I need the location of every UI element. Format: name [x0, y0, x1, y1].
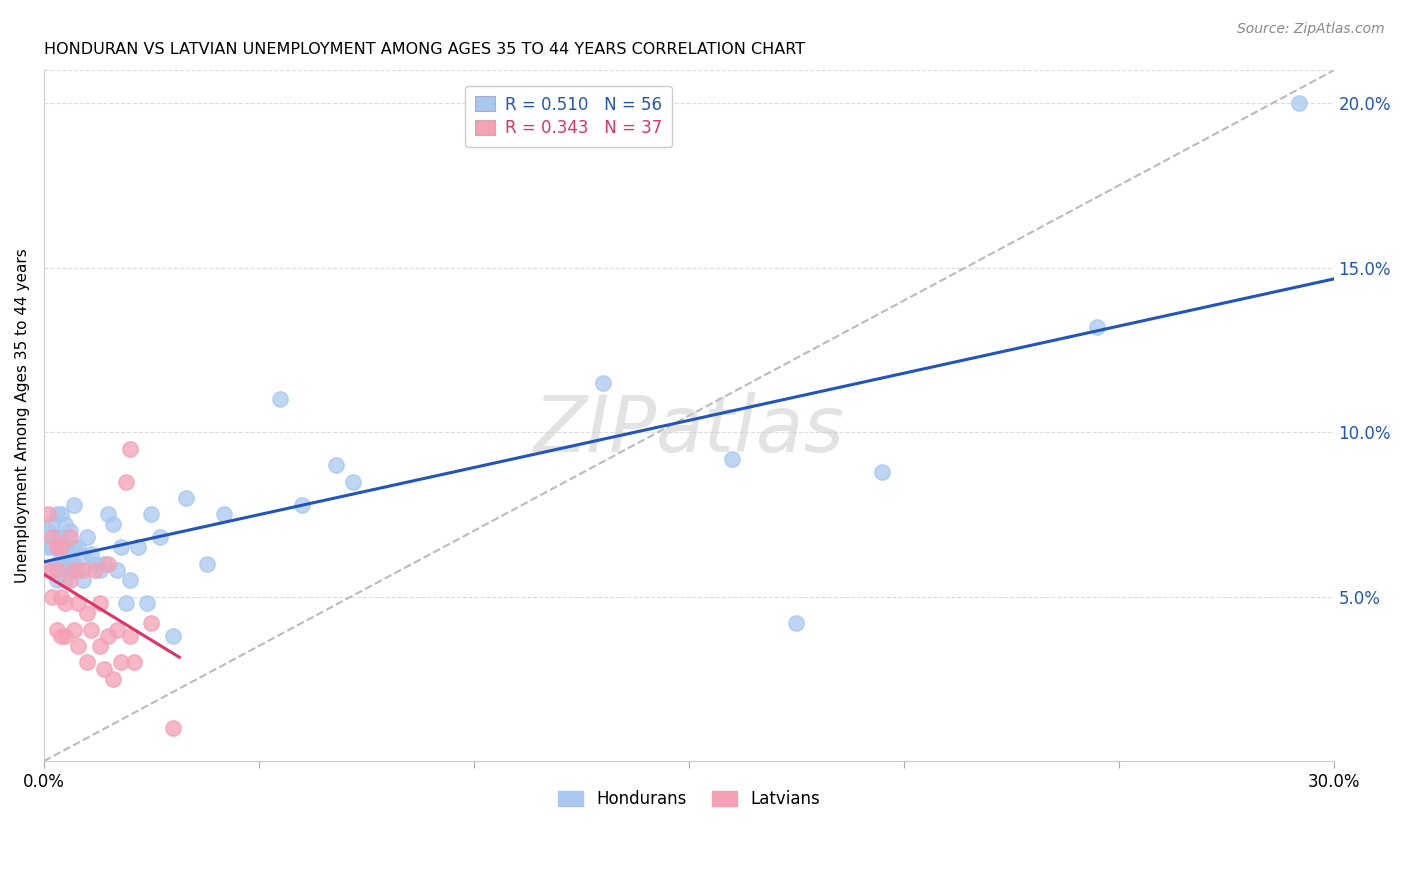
- Point: [63, 557, 86, 571]
- Point: [101, 517, 124, 532]
- Point: [97, 557, 120, 571]
- Point: [114, 475, 136, 489]
- Point: [105, 623, 128, 637]
- Y-axis label: Unemployment Among Ages 35 to 44 years: Unemployment Among Ages 35 to 44 years: [15, 248, 30, 583]
- Point: [55, 517, 77, 532]
- Text: Source: ZipAtlas.com: Source: ZipAtlas.com: [1237, 22, 1385, 37]
- Point: [37, 541, 59, 555]
- Point: [55, 596, 77, 610]
- Point: [97, 629, 120, 643]
- Point: [342, 475, 364, 489]
- Point: [214, 508, 236, 522]
- Point: [80, 547, 103, 561]
- Point: [63, 541, 86, 555]
- Point: [110, 656, 132, 670]
- Point: [55, 541, 77, 555]
- Point: [49, 590, 72, 604]
- Point: [105, 563, 128, 577]
- Point: [269, 392, 291, 407]
- Point: [89, 639, 111, 653]
- Point: [67, 596, 90, 610]
- Point: [59, 524, 82, 538]
- Point: [162, 721, 184, 735]
- Point: [45, 531, 67, 545]
- Point: [114, 596, 136, 610]
- Point: [49, 547, 72, 561]
- Point: [49, 629, 72, 643]
- Point: [101, 672, 124, 686]
- Point: [41, 590, 63, 604]
- Point: [49, 557, 72, 571]
- Point: [41, 541, 63, 555]
- Point: [55, 557, 77, 571]
- Point: [67, 563, 90, 577]
- Point: [84, 557, 107, 571]
- Point: [45, 623, 67, 637]
- Point: [325, 458, 347, 472]
- Point: [45, 573, 67, 587]
- Point: [41, 517, 63, 532]
- Point: [76, 606, 98, 620]
- Point: [80, 623, 103, 637]
- Point: [118, 629, 141, 643]
- Point: [110, 541, 132, 555]
- Point: [592, 376, 614, 390]
- Point: [37, 508, 59, 522]
- Point: [1288, 96, 1310, 111]
- Point: [195, 557, 218, 571]
- Point: [45, 541, 67, 555]
- Point: [870, 465, 893, 479]
- Point: [63, 498, 86, 512]
- Point: [89, 563, 111, 577]
- Point: [72, 563, 94, 577]
- Point: [1085, 320, 1108, 334]
- Point: [37, 524, 59, 538]
- Point: [122, 656, 145, 670]
- Point: [118, 573, 141, 587]
- Point: [55, 573, 77, 587]
- Point: [45, 563, 67, 577]
- Point: [49, 531, 72, 545]
- Point: [72, 573, 94, 587]
- Point: [59, 573, 82, 587]
- Point: [93, 557, 115, 571]
- Point: [141, 615, 163, 630]
- Point: [89, 596, 111, 610]
- Point: [720, 451, 742, 466]
- Point: [63, 563, 86, 577]
- Point: [141, 508, 163, 522]
- Point: [49, 508, 72, 522]
- Point: [63, 623, 86, 637]
- Text: HONDURAN VS LATVIAN UNEMPLOYMENT AMONG AGES 35 TO 44 YEARS CORRELATION CHART: HONDURAN VS LATVIAN UNEMPLOYMENT AMONG A…: [44, 42, 806, 57]
- Point: [162, 629, 184, 643]
- Point: [76, 656, 98, 670]
- Point: [149, 531, 172, 545]
- Point: [55, 629, 77, 643]
- Point: [49, 541, 72, 555]
- Point: [45, 508, 67, 522]
- Point: [41, 563, 63, 577]
- Point: [785, 615, 807, 630]
- Point: [84, 563, 107, 577]
- Point: [118, 442, 141, 456]
- Point: [93, 662, 115, 676]
- Point: [76, 531, 98, 545]
- Point: [59, 550, 82, 565]
- Point: [41, 531, 63, 545]
- Legend: Hondurans, Latvians: Hondurans, Latvians: [551, 783, 827, 815]
- Point: [37, 563, 59, 577]
- Point: [291, 498, 314, 512]
- Point: [67, 639, 90, 653]
- Point: [59, 563, 82, 577]
- Point: [174, 491, 197, 505]
- Point: [127, 541, 149, 555]
- Text: ZIPatlas: ZIPatlas: [533, 392, 844, 467]
- Point: [136, 596, 159, 610]
- Point: [67, 541, 90, 555]
- Point: [72, 550, 94, 565]
- Point: [59, 531, 82, 545]
- Point: [97, 508, 120, 522]
- Point: [45, 557, 67, 571]
